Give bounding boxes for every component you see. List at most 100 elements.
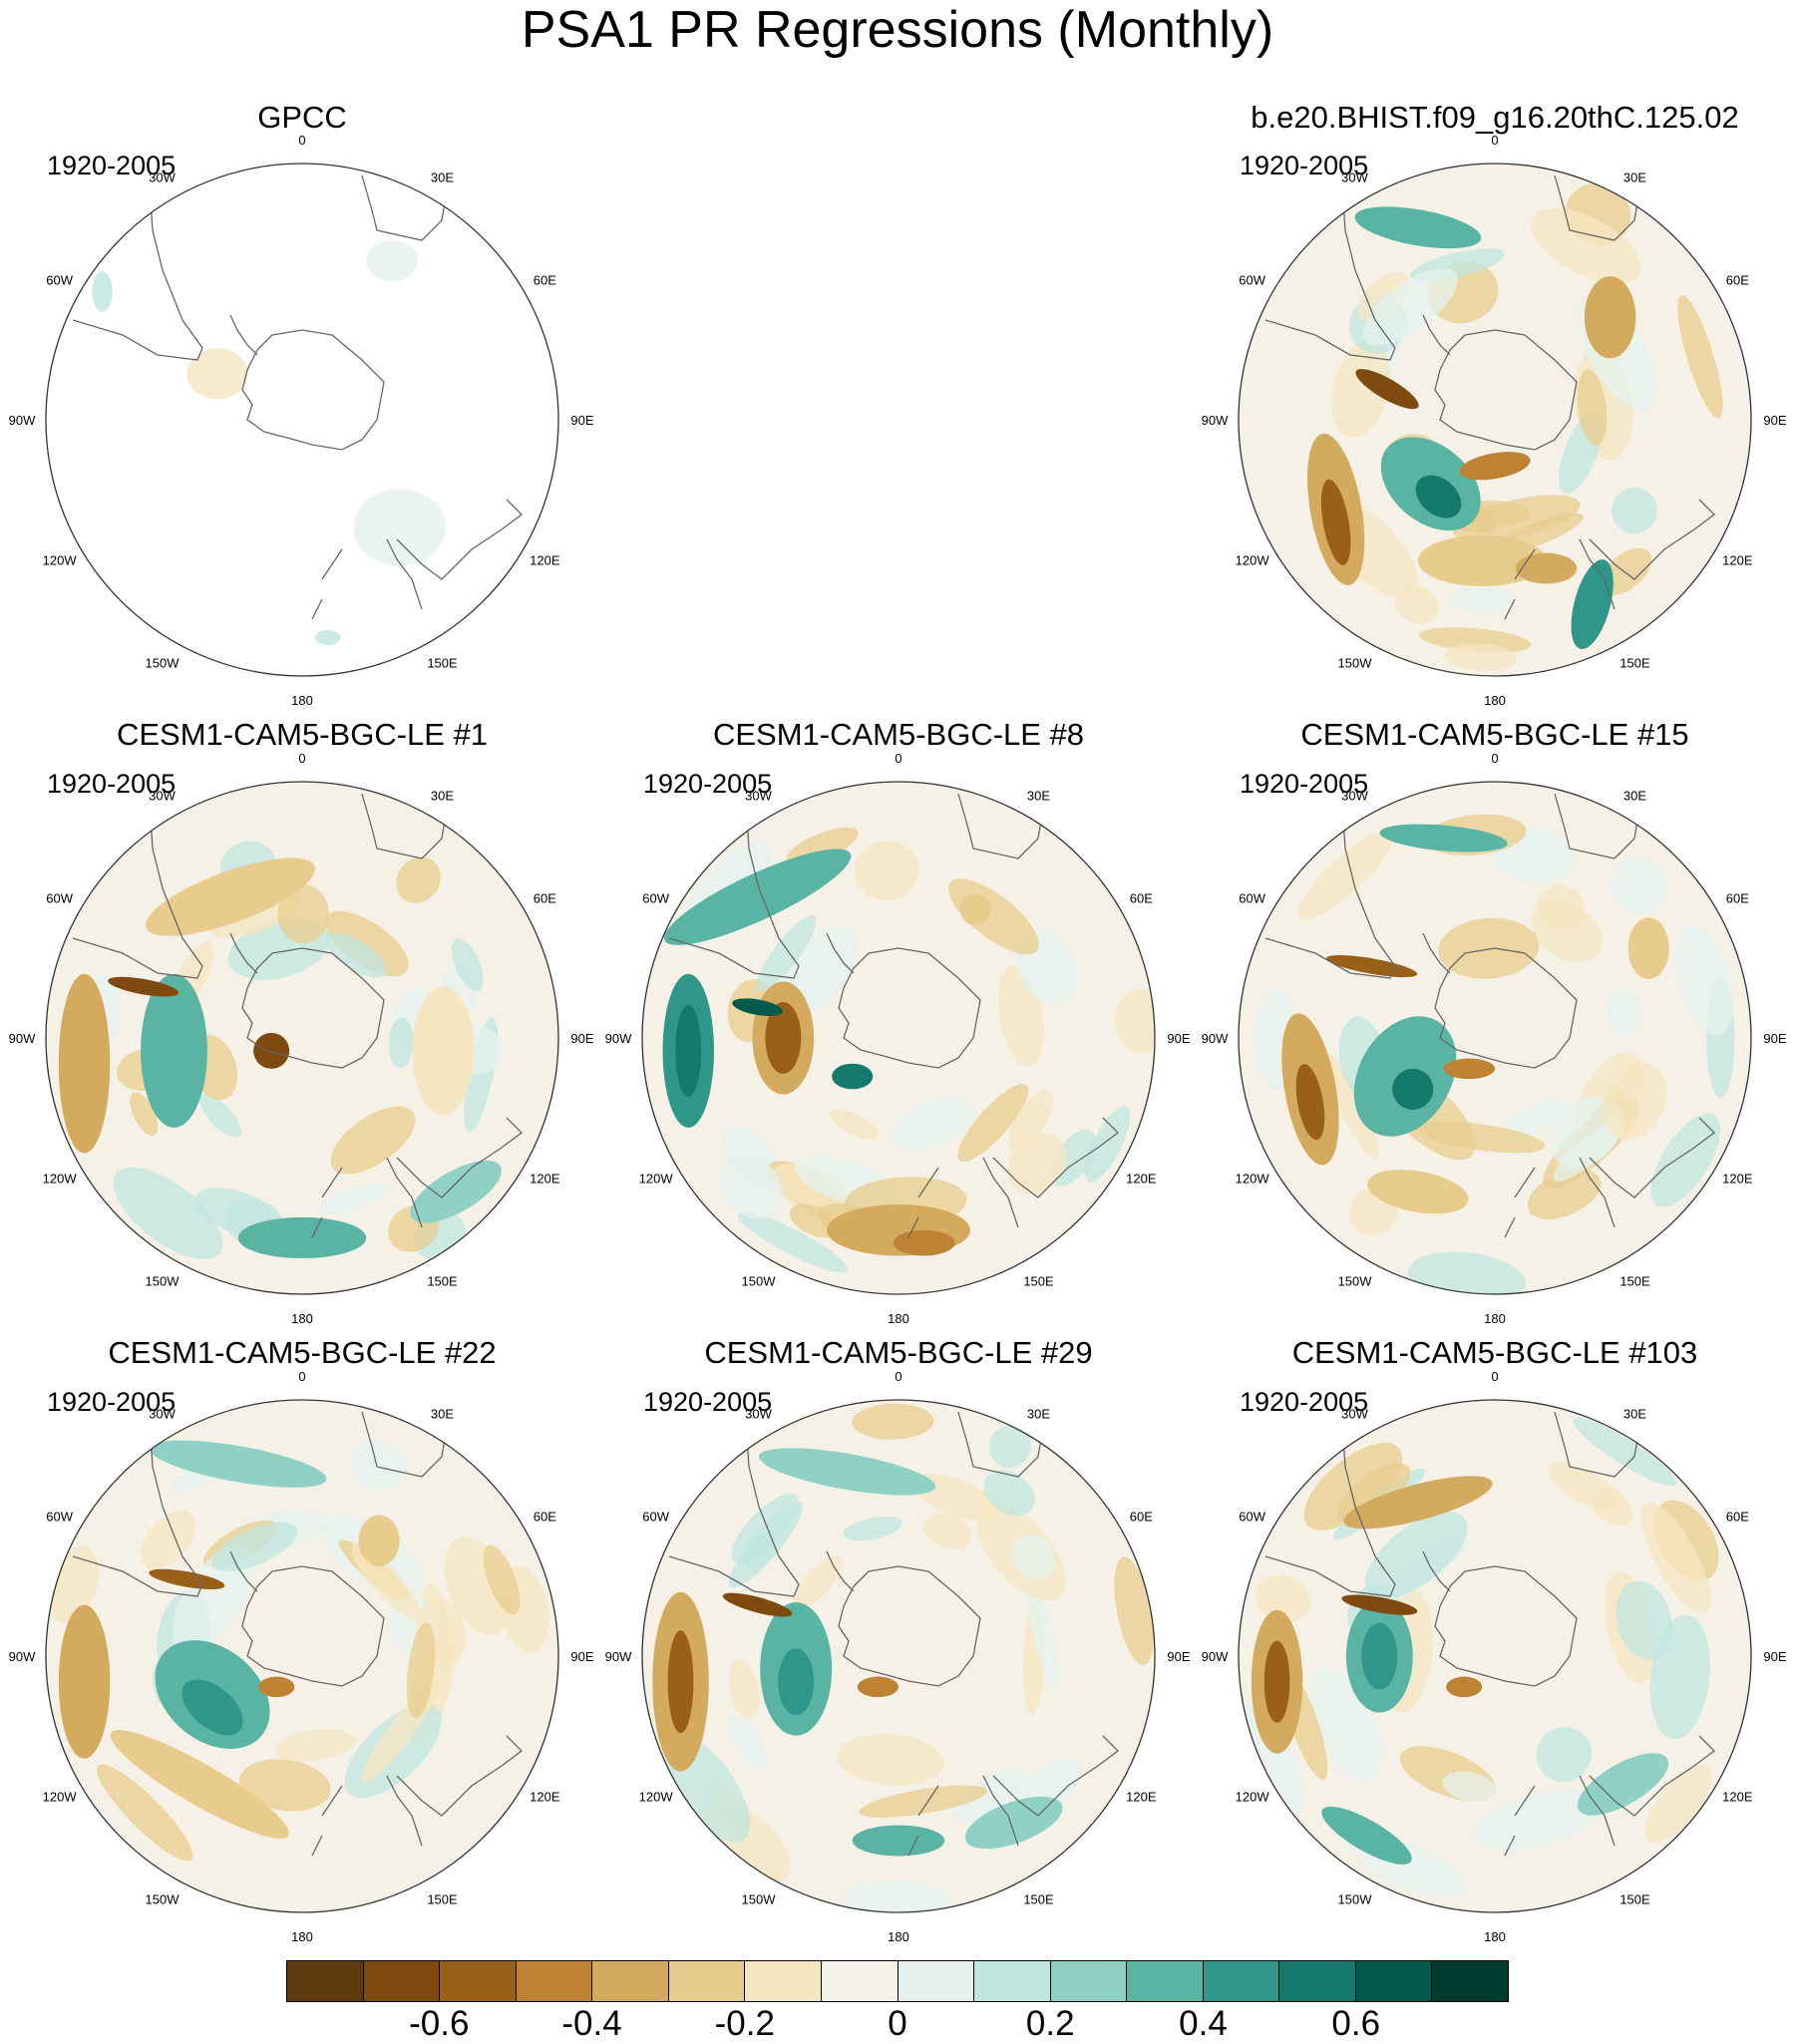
- precip-field: [46, 1400, 558, 1912]
- coastline: [957, 1411, 1044, 1478]
- anomaly-patch: [1084, 1106, 1131, 1183]
- anomaly-patch: [1606, 988, 1642, 1039]
- map-boundary: [1238, 163, 1752, 677]
- longitude-label: 120E: [530, 1790, 560, 1805]
- coastline: [229, 314, 258, 356]
- longitude-label: 90E: [1763, 1031, 1786, 1046]
- colorbar-swatch: [516, 1961, 593, 2001]
- coastline: [1422, 932, 1451, 974]
- anomaly-patch: [406, 1622, 436, 1718]
- longitude-label: 180: [1484, 1929, 1506, 1944]
- longitude-label: 90E: [570, 1649, 593, 1664]
- coastline: [1434, 1565, 1578, 1687]
- panel-title: GPCC: [257, 100, 347, 135]
- longitude-label: 90W: [9, 1649, 36, 1664]
- colorbar-swatch: [974, 1961, 1051, 2001]
- coastline: [838, 947, 981, 1069]
- coastline: [1264, 818, 1396, 979]
- colorbar-swatch: [898, 1961, 975, 2001]
- anomaly-patch: [325, 910, 409, 977]
- anomaly-patch: [842, 1879, 950, 1912]
- longitude-label: 150E: [1023, 1273, 1054, 1288]
- anomaly-patch: [58, 973, 111, 1154]
- anomaly-patch: [891, 1097, 974, 1151]
- longitude-label: 90W: [9, 1031, 36, 1046]
- anomaly-patch: [366, 240, 418, 282]
- longitude-label: 120E: [530, 553, 560, 568]
- colorbar-swatch: [821, 1961, 898, 2001]
- colorbar-swatch: [287, 1961, 364, 2001]
- anomaly-patch: [318, 1183, 390, 1215]
- anomaly-patch: [728, 1501, 804, 1588]
- coastline: [826, 932, 855, 974]
- anomaly-patch: [1255, 1575, 1311, 1623]
- coastline: [907, 1785, 939, 1857]
- anomaly-patch: [1602, 1062, 1667, 1141]
- anomaly-patch: [410, 1160, 502, 1223]
- longitude-label: 150W: [1338, 1273, 1373, 1288]
- anomaly-patch: [765, 1002, 802, 1074]
- longitude-label: 180: [1484, 1311, 1506, 1326]
- longitude-label: 180: [1484, 693, 1506, 708]
- precip-field: [642, 782, 1155, 1294]
- anomaly-patch: [663, 849, 852, 945]
- colorbar-swatch: [1203, 1961, 1280, 2001]
- longitude-label: 180: [291, 1311, 313, 1326]
- anomaly-patch: [675, 1004, 702, 1098]
- longitude-label: 30W: [149, 170, 176, 185]
- longitude-label: 90E: [570, 1031, 593, 1046]
- anomaly-patch: [1453, 495, 1581, 541]
- coastline: [992, 1117, 1119, 1198]
- coastline: [1504, 548, 1536, 620]
- longitude-label: 120W: [1236, 1790, 1270, 1805]
- coastline: [1673, 828, 1685, 835]
- anomaly-patch: [211, 1522, 298, 1572]
- anomaly-patch: [388, 1017, 414, 1069]
- anomaly-patch: [791, 1555, 843, 1611]
- anomaly-patch: [1008, 1090, 1054, 1152]
- longitude-label: 30E: [431, 1407, 454, 1422]
- polar-map: 0 30E 60E 90E 120E 150E 180 150W 120W 90W 60W 30W: [9, 751, 594, 1326]
- coastline: [241, 329, 385, 451]
- longitude-label: 30W: [149, 789, 176, 804]
- anomaly-patch: [1324, 1054, 1379, 1160]
- coastline: [311, 1785, 343, 1857]
- coastline: [1589, 1735, 1715, 1817]
- longitude-label: 150E: [1619, 1891, 1650, 1906]
- panel-period: 1920-2005: [1240, 1387, 1369, 1417]
- longitude-label: 90E: [1167, 1031, 1190, 1046]
- colorbar-tick-label: -0.4: [561, 2004, 622, 2043]
- anomaly-patch: [1497, 1098, 1571, 1142]
- anomaly-patch: [1577, 369, 1608, 447]
- longitude-label: 120E: [1722, 1172, 1753, 1187]
- longitude-label: 150W: [1338, 655, 1373, 670]
- anomaly-patch: [1417, 534, 1547, 587]
- anomaly-patch: [1577, 1753, 1669, 1816]
- longitude-label: 60E: [1130, 891, 1153, 906]
- coastline: [668, 818, 800, 979]
- anomaly-patch: [1362, 267, 1458, 346]
- coastline: [481, 1446, 493, 1453]
- longitude-label: 120E: [530, 1172, 560, 1187]
- coastline: [386, 1157, 423, 1228]
- anomaly-patch: [1392, 1068, 1434, 1110]
- map-boundary: [641, 1399, 1156, 1913]
- polar-map: 0 30E 60E 90E 120E 150E 180 150W 120W 90W 60W 30W: [605, 1369, 1191, 1944]
- anomaly-patch: [1573, 1417, 1677, 1487]
- coastline: [1554, 174, 1640, 241]
- coastline: [1554, 1411, 1640, 1478]
- anomaly-patch: [1536, 1726, 1593, 1783]
- coastline: [1579, 1775, 1616, 1847]
- longitude-label: 30W: [1341, 789, 1368, 804]
- longitude-label: 150W: [1338, 1891, 1373, 1906]
- longitude-label: 60E: [534, 891, 556, 906]
- coastline: [1434, 329, 1578, 451]
- anomaly-patch: [722, 1592, 793, 1617]
- anomaly-patch: [964, 1796, 1063, 1850]
- longitude-label: 150E: [1619, 655, 1650, 670]
- anomaly-patch: [728, 1714, 767, 1770]
- anomaly-patch: [1448, 587, 1515, 613]
- coastline: [72, 818, 203, 979]
- coastline: [396, 1735, 523, 1817]
- colorbar-swatch: [592, 1961, 669, 2001]
